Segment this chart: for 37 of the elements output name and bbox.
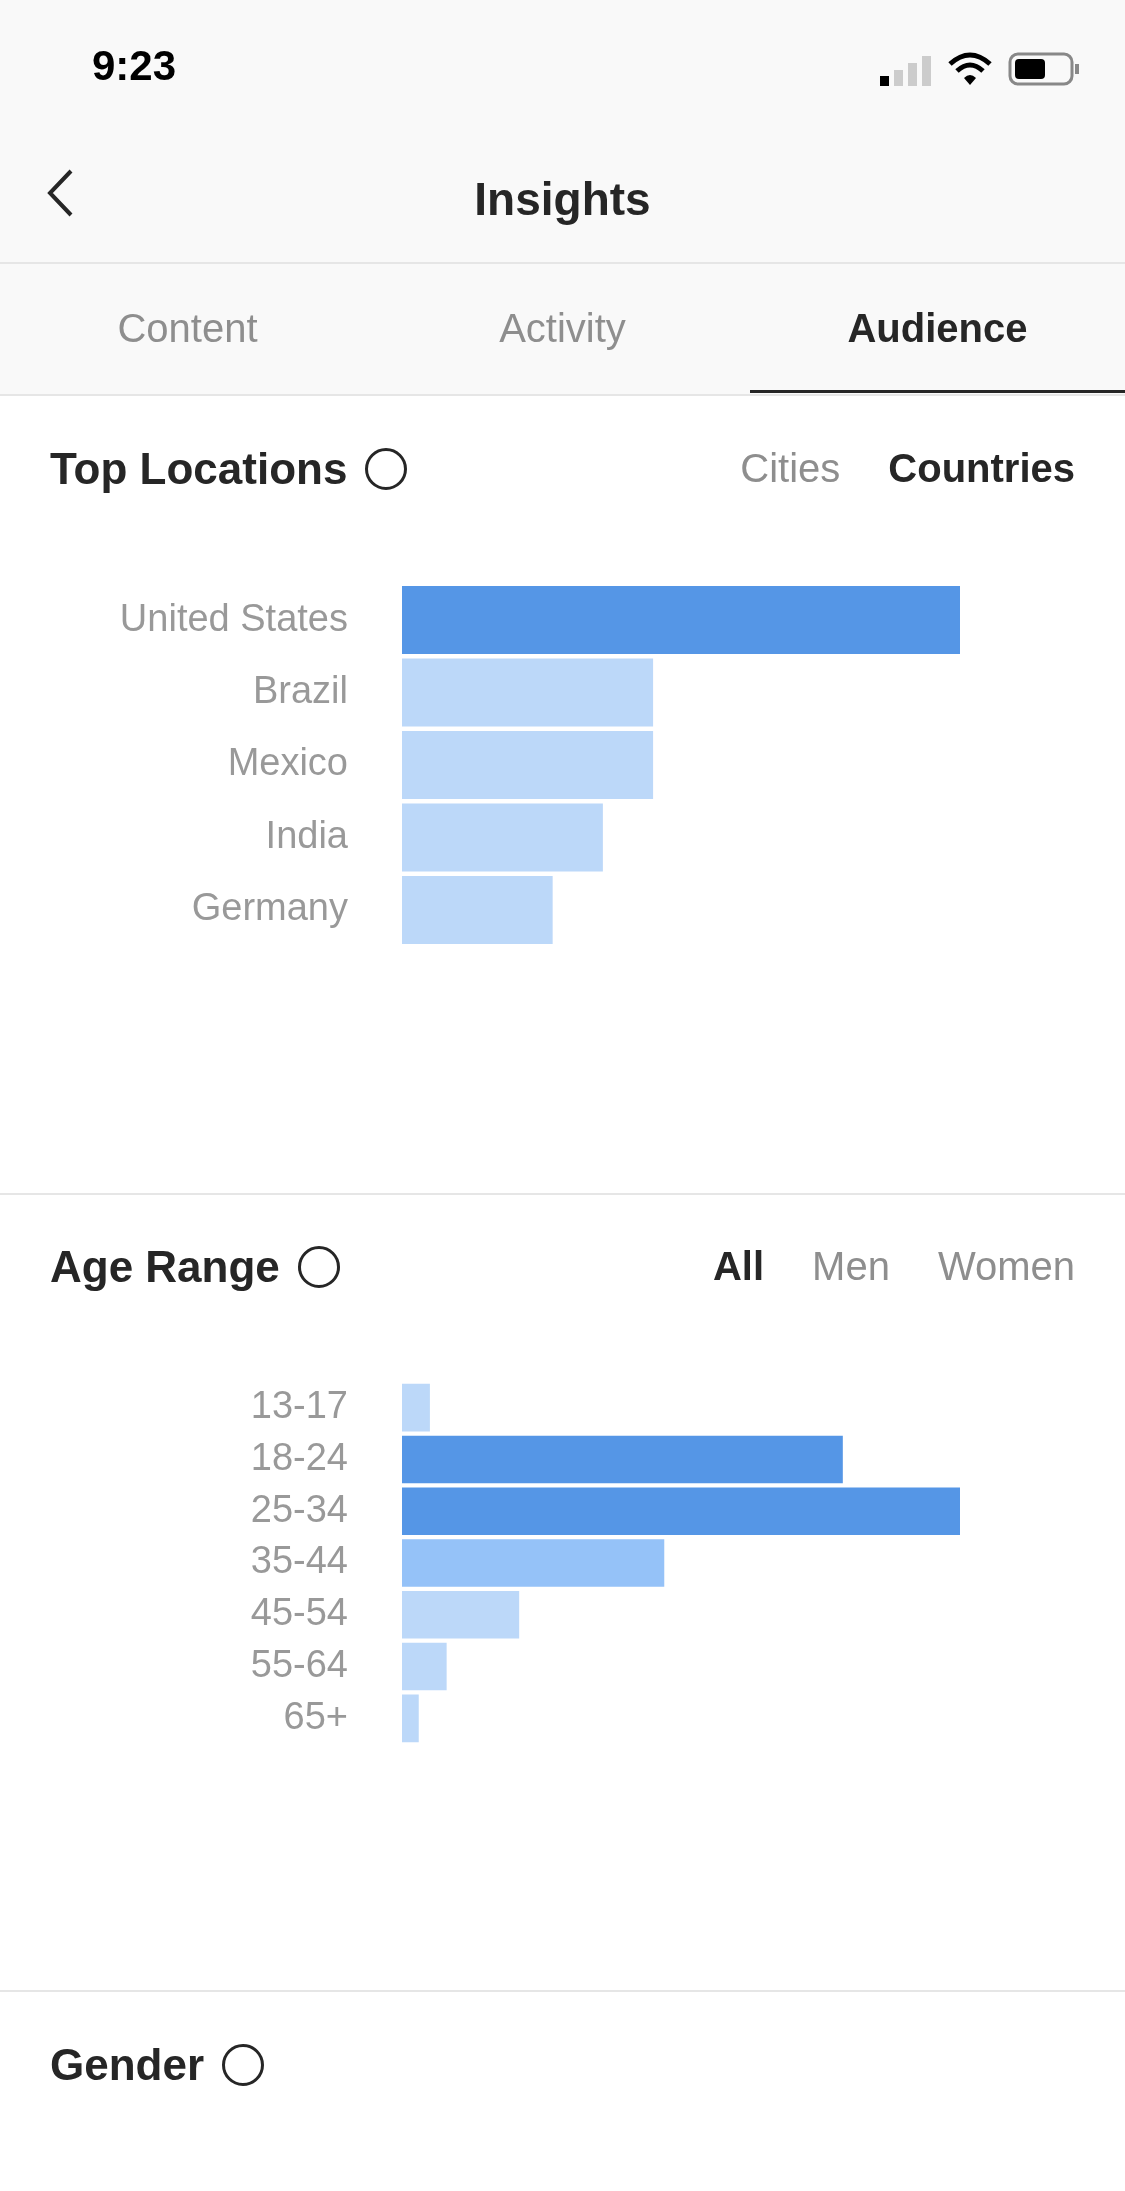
text: 9:23 [92, 42, 177, 90]
bar [402, 1435, 843, 1484]
y-tick-label: 13-17 [250, 1384, 348, 1427]
text: Countries [888, 446, 1075, 491]
text: Insights [473, 172, 652, 226]
y-tick-label: 35-44 [250, 1539, 348, 1582]
text: Content [116, 306, 259, 351]
bar [402, 1642, 447, 1691]
text: Audience [846, 306, 1029, 351]
text: Men [812, 1244, 890, 1289]
y-tick-label: United States [119, 596, 348, 639]
bar [402, 803, 603, 872]
bar [402, 876, 553, 945]
text: Gender [50, 2040, 205, 2090]
y-tick-label: 65+ [283, 1694, 348, 1737]
text: Activity [498, 306, 627, 351]
y-tick-label: Mexico [227, 741, 348, 784]
y-tick-label: 25-34 [250, 1487, 348, 1530]
y-tick-label: India [265, 814, 349, 857]
text: Cities [740, 446, 841, 491]
y-tick-label: Germany [191, 886, 348, 929]
bar [402, 1694, 419, 1743]
bar [402, 731, 654, 800]
y-tick-label: 45-54 [250, 1591, 348, 1634]
bar [402, 1539, 665, 1587]
y-tick-label: 18-24 [250, 1436, 348, 1479]
y-tick-label: Brazil [252, 669, 348, 712]
y-tick-label: 55-64 [250, 1643, 348, 1686]
bar [402, 1591, 520, 1639]
bar [402, 586, 960, 655]
bar [402, 1384, 430, 1432]
text: All [712, 1244, 765, 1289]
chart-title: Age Range [50, 1242, 280, 1292]
text: Women [937, 1244, 1075, 1289]
chart-title: Top Locations [50, 444, 348, 494]
bar [402, 1487, 960, 1536]
bar [402, 658, 654, 727]
